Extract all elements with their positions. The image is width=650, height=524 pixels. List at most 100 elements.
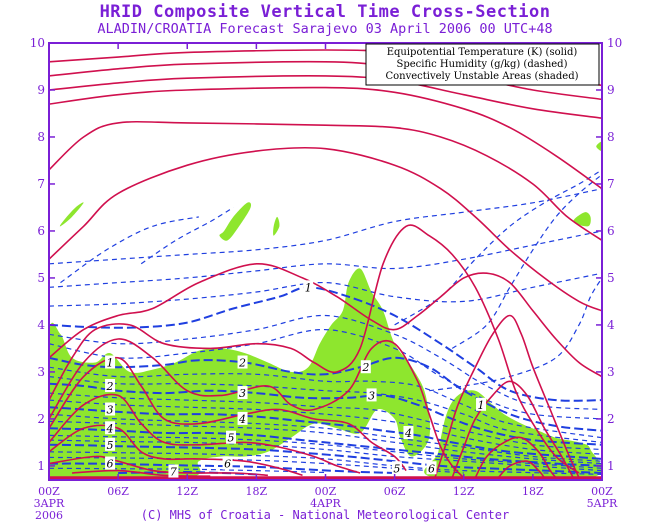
svg-text:6: 6 [107,458,114,471]
y-tick-right-1: 1 [607,459,615,473]
humidity-contour-11 [49,399,602,455]
humidity-contour-15 [49,427,602,467]
unstable-area-4 [59,202,84,227]
svg-text:2: 2 [238,357,246,370]
humidity-contour-1 [49,230,602,288]
humidity-label-13: 5 [226,430,237,445]
svg-text:2: 2 [361,361,369,374]
x-tick-year-0: 2006 [35,509,63,522]
x-tick-7: 18Z [522,485,544,498]
humidity-contour-0 [49,188,602,265]
humidity-contour-19 [49,451,602,475]
humidity-label-7: 4 [105,421,116,435]
svg-text:2: 2 [106,380,114,393]
theta-contour-8 [49,338,465,479]
x-tick-5: 06Z [384,485,406,498]
humidity-contour-26 [394,169,602,326]
svg-text:3: 3 [239,387,246,400]
humidity-label-12: 4 [237,411,248,426]
theta-contour-15 [451,380,574,479]
x-tick-6: 12Z [453,485,475,498]
y-tick-left-5: 5 [37,271,45,285]
x-tick-2: 12Z [176,485,198,498]
legend-box: Equipotential Temperature (K) (solid) Sp… [365,43,600,86]
y-tick-left-2: 2 [37,412,45,426]
svg-text:1: 1 [305,281,312,294]
legend-item-humidity: Specific Humidity (g/kg) (dashed) [397,59,568,70]
theta-contour-4 [49,120,602,242]
humidity-contour-7 [49,366,602,439]
humidity-contour-6 [49,356,602,432]
humidity-label-14: 6 [222,456,233,471]
humidity-label-2: 3 [366,388,377,402]
y-tick-right-2: 2 [607,412,615,426]
humidity-contour-5 [49,328,602,420]
x-tick-date-0: 3APR [34,497,65,510]
y-tick-right-9: 9 [607,83,615,97]
svg-text:1: 1 [107,357,114,370]
y-tick-left-9: 9 [37,83,45,97]
y-tick-left-4: 4 [37,318,45,332]
x-tick-date-4: 4APR [310,497,341,510]
y-tick-left-1: 1 [37,459,45,473]
theta-contour-13 [71,469,211,477]
svg-text:5: 5 [107,439,114,452]
y-tick-right-6: 6 [607,224,615,238]
humidity-label-9: 6 [105,456,116,471]
theta-contour-12 [49,455,268,477]
theta-contour-17 [497,460,546,479]
humidity-contour-layer [49,169,602,476]
theta-contour-3 [49,86,602,190]
x-tick-4: 00Z [315,485,337,498]
unstable-area-6 [596,141,602,152]
y-tick-left-8: 8 [37,130,45,144]
theta-contour-6 [49,262,602,378]
humidity-label-16: 4 [403,426,414,440]
theta-contour-2 [49,75,602,119]
svg-text:1: 1 [478,399,485,412]
humidity-label-0: 1 [303,280,314,294]
y-tick-left-7: 7 [37,177,45,191]
chart-title: HRID Composite Vertical Time Cross-Secti… [99,2,551,22]
theta-contour-1 [49,60,602,101]
humidity-contour-4 [49,314,602,411]
humidity-contour-21 [49,462,395,474]
humidity-contour-12 [49,406,602,460]
x-tick-8: 00Z [591,485,613,498]
y-tick-right-3: 3 [607,365,615,379]
svg-text:4: 4 [238,413,246,426]
theta-contour-16 [474,436,557,479]
unstable-area-5 [573,212,591,227]
y-tick-left-3: 3 [37,365,45,379]
humidity-label-1: 2 [360,360,371,374]
theta-contour-14 [434,314,580,479]
y-tick-right-4: 4 [607,318,615,332]
theta-contour-10 [49,393,361,474]
humidity-label-6: 3 [105,402,116,417]
y-tick-right-7: 7 [607,177,615,191]
svg-text:3: 3 [107,404,114,417]
theta-contour-11 [49,424,303,477]
legend-item-unstable: Convectively Unstable Areas (shaded) [385,71,578,82]
humidity-label-3: 1 [476,397,487,412]
chart-subtitle: ALADIN/CROATIA Forecast Sarajevo 03 Apri… [97,21,553,37]
y-tick-right-5: 5 [607,271,615,285]
humidity-label-10: 2 [237,355,248,370]
y-tick-right-8: 8 [607,130,615,144]
theta-contour-5 [49,146,602,312]
x-tick-1: 06Z [107,485,129,498]
humidity-contour-28 [140,206,234,265]
unstable-area-3 [273,216,280,236]
humidity-label-15: 7 [168,464,179,479]
svg-text:5: 5 [228,432,235,445]
humidity-contour-3 [49,286,602,402]
footer-credit: (C) MHS of Croatia - National Meteorolog… [140,508,510,522]
svg-text:3: 3 [368,389,375,402]
x-tick-0: 00Z [38,485,60,498]
humidity-label-11: 3 [237,386,248,400]
svg-text:6: 6 [224,458,231,471]
humidity-contour-27 [60,216,199,284]
x-tick-date-8: 5APR [587,497,618,510]
